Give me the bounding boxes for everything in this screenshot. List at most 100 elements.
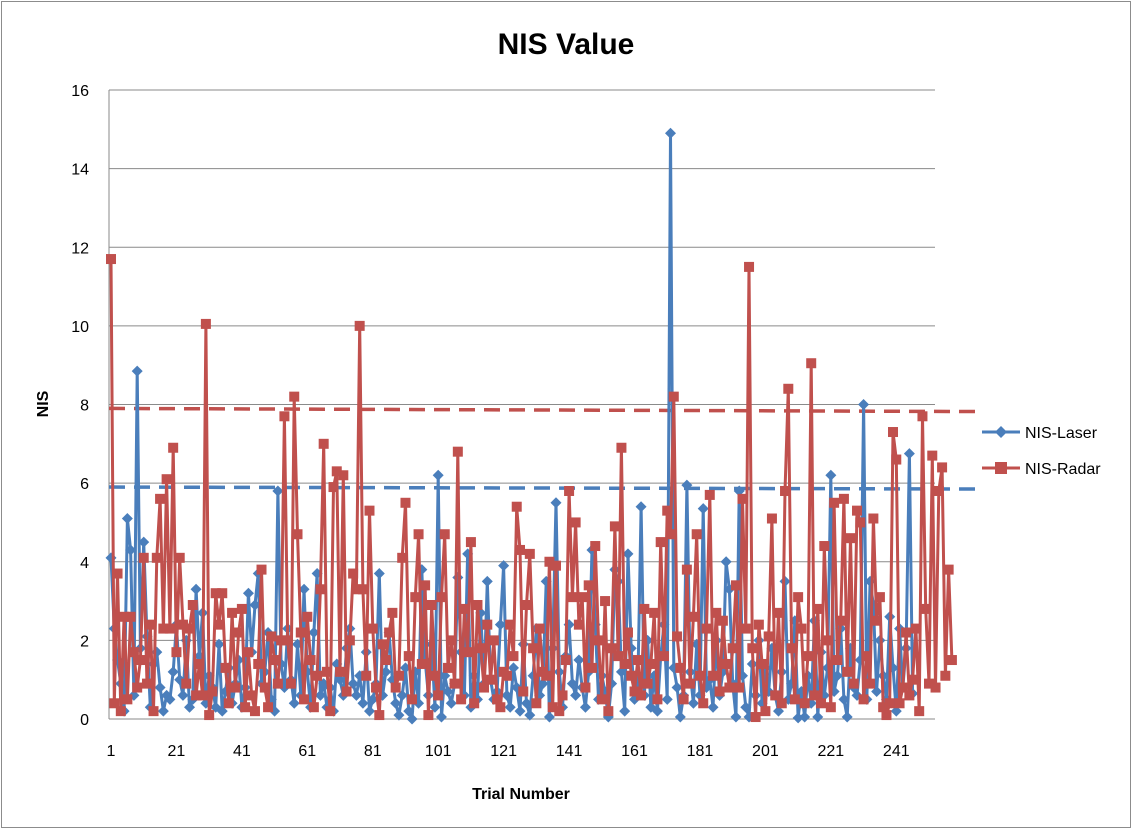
data-point (344, 635, 355, 646)
x-tick-label: 21 (168, 743, 186, 760)
data-point (871, 685, 883, 697)
data-point (543, 711, 555, 723)
data-point (727, 643, 738, 654)
y-tick-label: 16 (71, 83, 89, 100)
data-point (112, 568, 123, 579)
y-tick-label: 12 (71, 240, 89, 257)
data-point (167, 666, 179, 678)
data-point (125, 544, 137, 556)
data-point (325, 706, 336, 717)
data-point (772, 705, 784, 717)
data-point (550, 497, 562, 509)
data-point (240, 702, 251, 713)
data-point (184, 623, 195, 634)
data-point (109, 698, 120, 709)
data-point (687, 697, 699, 709)
data-point (435, 711, 447, 723)
x-tick-label: 201 (752, 743, 779, 760)
data-point (933, 485, 944, 496)
data-point (213, 619, 224, 630)
data-point (390, 682, 401, 693)
data-point (190, 583, 202, 595)
reference-line (108, 406, 983, 414)
data-point (429, 701, 441, 713)
data-point (927, 450, 938, 461)
data-point (884, 698, 895, 709)
x-tick-labels: 1 21 41 61 81 101 121 141 161 181 201 221 241 (107, 743, 910, 760)
data-point (367, 623, 378, 634)
data-point (697, 503, 709, 515)
data-point (865, 678, 876, 689)
data-point (819, 541, 830, 552)
data-point (757, 658, 768, 669)
data-point (691, 529, 702, 540)
data-point (106, 254, 116, 265)
data-point (400, 497, 411, 508)
data-point (279, 411, 290, 422)
data-point (243, 647, 254, 658)
data-point (688, 611, 699, 622)
legend-item-nis-radar: NIS-Radar (982, 461, 1101, 478)
data-point (351, 584, 362, 595)
x-tick-label: 181 (687, 743, 714, 760)
data-point (579, 701, 591, 713)
data-point (606, 643, 617, 654)
data-point (361, 670, 372, 681)
data-point (393, 709, 405, 721)
data-point (852, 505, 863, 516)
y-tick-label: 6 (80, 476, 89, 493)
data-point (890, 705, 902, 717)
data-point (672, 631, 683, 642)
data-point (783, 383, 794, 394)
data-point (541, 670, 552, 681)
data-point (632, 655, 643, 666)
data-point (848, 678, 859, 689)
data-point (420, 580, 431, 591)
data-point (495, 702, 506, 713)
data-point (835, 615, 846, 626)
data-point (246, 690, 257, 701)
data-point (596, 694, 607, 705)
data-point (858, 399, 870, 410)
legend: NIS-Laser NIS-Radar (982, 425, 1101, 478)
data-point (766, 513, 777, 524)
data-point (289, 391, 300, 402)
data-point (276, 635, 287, 646)
data-point (698, 698, 709, 709)
data-point (501, 670, 512, 681)
data-point (315, 584, 326, 595)
data-point (855, 517, 866, 528)
data-point (554, 706, 565, 717)
data-point (207, 686, 218, 697)
data-point (930, 682, 941, 693)
data-point (269, 655, 280, 666)
data-point (390, 697, 402, 709)
x-tick-label: 141 (556, 743, 583, 760)
data-point (236, 603, 247, 614)
legend-label: NIS-Laser (1025, 425, 1098, 442)
data-point (204, 710, 215, 721)
data-point (799, 711, 811, 723)
data-point (449, 678, 460, 689)
data-point (730, 711, 742, 723)
data-point (436, 592, 447, 603)
data-point (462, 647, 473, 658)
data-point (253, 658, 264, 669)
data-point (479, 682, 490, 693)
data-point (432, 469, 444, 481)
x-tick-label: 221 (817, 743, 844, 760)
data-point (131, 365, 143, 377)
data-point (308, 627, 320, 639)
data-point (534, 623, 545, 634)
data-point (515, 544, 525, 555)
data-point (557, 690, 568, 701)
data-point (841, 711, 853, 723)
data-point (609, 521, 620, 532)
data-point (812, 711, 824, 723)
data-point (829, 497, 840, 508)
data-point (825, 702, 836, 713)
data-point (831, 670, 843, 682)
data-point (308, 702, 319, 713)
data-point (459, 603, 470, 614)
data-point (802, 651, 813, 662)
